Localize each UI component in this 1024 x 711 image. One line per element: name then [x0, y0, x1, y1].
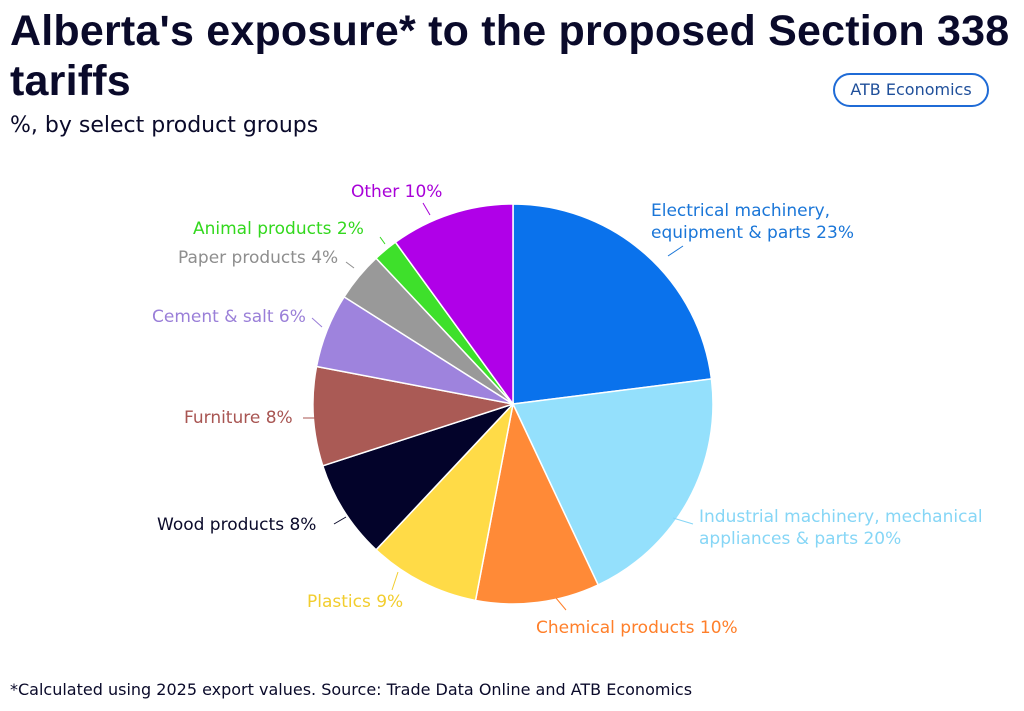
pie-slice-3 — [375, 401, 515, 602]
leader-line-8 — [379, 236, 386, 245]
slice-label-0: Electrical machinery, equipment & parts 2… — [651, 201, 854, 243]
slice-label-7: Paper products 4% — [178, 248, 338, 268]
chart-title: Alberta's exposure* to the proposed Sect… — [10, 7, 1010, 105]
slice-label-8: Animal products 2% — [193, 219, 364, 239]
slice-label-9: Other 10% — [351, 182, 442, 202]
leader-line-7 — [345, 261, 355, 269]
footnote: *Calculated using 2025 export values. So… — [10, 680, 693, 699]
slice-label-1: Industrial machinery, mechanical applianc… — [699, 507, 983, 549]
pie-slice-5 — [312, 365, 514, 467]
slice-label-3: Plastics 9% — [307, 592, 403, 612]
slice-label-2: Chemical products 10% — [536, 618, 738, 638]
leader-line-6 — [311, 317, 323, 328]
slice-label-4: Wood products 8% — [157, 515, 316, 535]
pie-slice-2 — [474, 401, 600, 605]
pie-slice-9 — [394, 203, 514, 407]
pie-slice-1 — [511, 378, 714, 586]
pie-slice-4 — [321, 403, 514, 551]
leader-line-4 — [333, 516, 347, 525]
pie-slice-0 — [512, 203, 713, 405]
leader-line-2 — [555, 597, 567, 611]
chart-subtitle: %, by select product groups — [10, 113, 319, 138]
leader-line-9 — [422, 202, 431, 216]
leader-line-3 — [391, 571, 399, 591]
slice-label-6: Cement & salt 6% — [152, 307, 306, 327]
leader-line-0 — [667, 245, 684, 257]
brand-badge: ATB Economics — [833, 73, 989, 107]
slice-label-5: Furniture 8% — [184, 408, 293, 428]
leader-line-1 — [672, 517, 694, 525]
